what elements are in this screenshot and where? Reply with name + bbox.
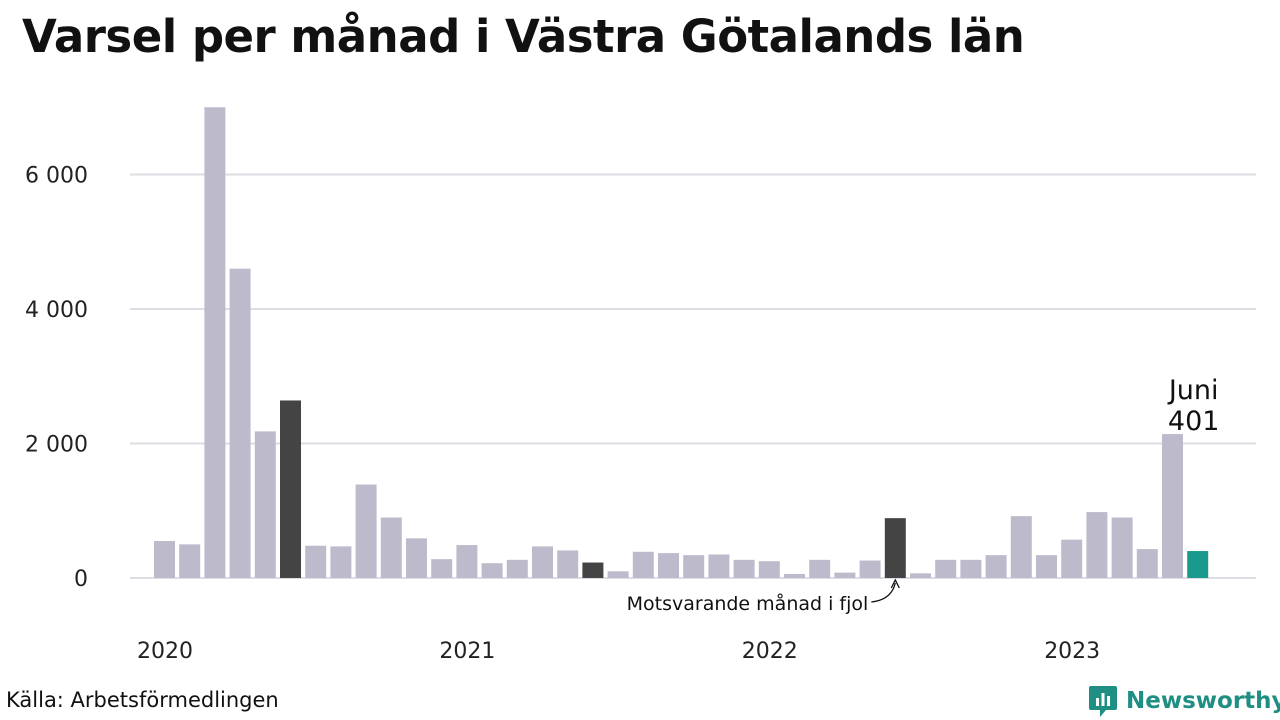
bar — [1187, 551, 1209, 578]
bar — [481, 563, 503, 578]
annotation-arrow — [871, 582, 896, 603]
newsworthy-logo[interactable]: Newsworthy — [1088, 684, 1280, 718]
x-axis-tick-labels: 2020 2021 2022 2023 — [137, 639, 1100, 664]
x-tick-label: 2020 — [137, 639, 193, 664]
bar — [683, 555, 705, 578]
bar — [406, 538, 427, 578]
newsworthy-logo-icon — [1089, 686, 1117, 717]
bar — [708, 554, 730, 578]
bar — [355, 484, 377, 578]
bar — [758, 561, 780, 578]
y-axis-tick-labels: 0 2 000 4 000 6 000 — [25, 164, 88, 593]
source-note: Källa: Arbetsförmedlingen — [6, 688, 279, 712]
bar — [834, 572, 856, 578]
bar — [204, 107, 226, 578]
bar — [1036, 555, 1057, 578]
bar — [1111, 517, 1133, 578]
bar — [859, 560, 881, 578]
x-tick-label: 2022 — [742, 639, 798, 664]
bar — [658, 553, 679, 578]
bar — [557, 550, 579, 578]
latest-month-label: Juni — [1167, 375, 1219, 406]
y-tick-label: 4 000 — [25, 298, 88, 323]
bar — [960, 559, 982, 578]
x-tick-label: 2021 — [439, 639, 495, 664]
bar — [884, 518, 906, 578]
bar — [582, 562, 604, 578]
bar — [1162, 434, 1183, 578]
bar — [330, 546, 352, 578]
bar — [910, 573, 931, 578]
bar — [632, 551, 654, 578]
bar — [1061, 539, 1083, 578]
annotation-arrow-head — [890, 578, 900, 589]
y-tick-label: 0 — [74, 567, 88, 592]
bar — [532, 546, 553, 578]
bar — [935, 559, 957, 578]
bar — [1010, 516, 1032, 578]
bar — [1136, 549, 1158, 578]
bar — [254, 431, 276, 578]
bar — [809, 559, 831, 578]
bar — [229, 268, 251, 578]
latest-value-label: 401 — [1168, 406, 1220, 437]
bar — [154, 541, 175, 578]
newsworthy-logo-text: Newsworthy — [1126, 688, 1280, 714]
bar — [431, 559, 453, 578]
bar — [506, 559, 528, 578]
bar — [456, 545, 478, 578]
bar — [179, 544, 201, 578]
bar — [380, 517, 402, 578]
bar — [280, 400, 301, 578]
bar — [784, 573, 805, 578]
bars — [154, 107, 1209, 578]
bar — [1086, 512, 1108, 578]
y-tick-label: 2 000 — [25, 433, 88, 458]
chart-title: Varsel per månad i Västra Götalands län — [22, 10, 1025, 63]
y-tick-label: 6 000 — [25, 164, 88, 189]
bar — [607, 571, 629, 578]
bar — [733, 559, 755, 578]
bar — [985, 555, 1007, 578]
same-month-annotation: Motsvarande månad i fjol — [627, 592, 869, 615]
x-tick-label: 2023 — [1044, 639, 1100, 664]
bar — [305, 545, 327, 578]
